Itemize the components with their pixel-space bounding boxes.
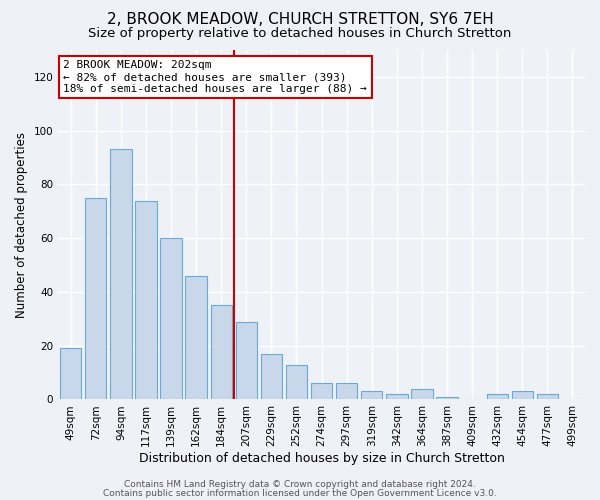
Bar <box>537 394 558 400</box>
Bar <box>361 392 382 400</box>
Bar <box>160 238 182 400</box>
Text: Contains HM Land Registry data © Crown copyright and database right 2024.: Contains HM Land Registry data © Crown c… <box>124 480 476 489</box>
Text: Contains public sector information licensed under the Open Government Licence v3: Contains public sector information licen… <box>103 488 497 498</box>
Bar <box>261 354 282 400</box>
Bar <box>211 306 232 400</box>
Text: Size of property relative to detached houses in Church Stretton: Size of property relative to detached ho… <box>88 28 512 40</box>
Bar <box>236 322 257 400</box>
Bar <box>60 348 82 400</box>
Bar <box>487 394 508 400</box>
Bar <box>336 384 358 400</box>
Bar <box>411 388 433 400</box>
Bar <box>286 364 307 400</box>
Bar <box>512 392 533 400</box>
Bar <box>311 384 332 400</box>
Text: 2, BROOK MEADOW, CHURCH STRETTON, SY6 7EH: 2, BROOK MEADOW, CHURCH STRETTON, SY6 7E… <box>107 12 493 28</box>
Bar <box>436 397 458 400</box>
X-axis label: Distribution of detached houses by size in Church Stretton: Distribution of detached houses by size … <box>139 452 505 465</box>
Bar <box>185 276 207 400</box>
Text: 2 BROOK MEADOW: 202sqm
← 82% of detached houses are smaller (393)
18% of semi-de: 2 BROOK MEADOW: 202sqm ← 82% of detached… <box>64 60 367 94</box>
Bar <box>386 394 407 400</box>
Bar <box>110 150 131 400</box>
Bar <box>136 200 157 400</box>
Bar <box>85 198 106 400</box>
Y-axis label: Number of detached properties: Number of detached properties <box>15 132 28 318</box>
